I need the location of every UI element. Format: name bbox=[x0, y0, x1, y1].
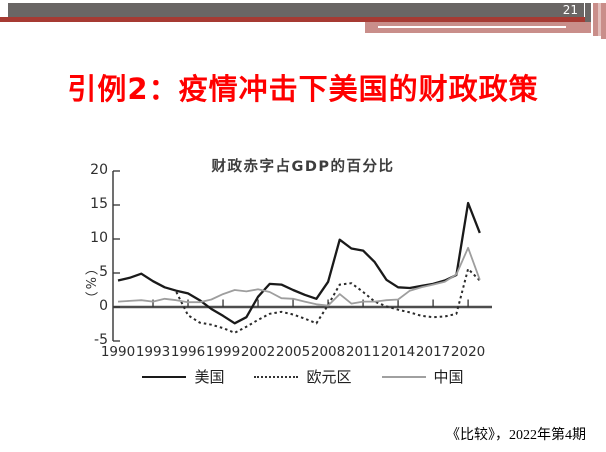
y-tick-label: 15 bbox=[90, 196, 108, 212]
x-tick-label: 1996 bbox=[170, 344, 206, 360]
legend-label: 欧元区 bbox=[306, 368, 352, 386]
x-tick-label: 1990 bbox=[100, 344, 136, 360]
series-line-美国 bbox=[117, 201, 481, 325]
y-tick-label: 10 bbox=[90, 230, 108, 246]
legend-label: 中国 bbox=[433, 368, 464, 386]
header-stripe bbox=[591, 3, 593, 33]
legend-item: 欧元区 bbox=[254, 366, 352, 387]
x-tick-label: 1999 bbox=[205, 344, 241, 360]
x-tick-label: 2020 bbox=[450, 344, 486, 360]
legend-marker bbox=[142, 375, 187, 378]
y-tick-label: 20 bbox=[90, 162, 108, 178]
legend-label: 美国 bbox=[194, 368, 225, 386]
x-tick-label: 2005 bbox=[275, 344, 311, 360]
header-accent-rule bbox=[0, 17, 606, 22]
header-stripe bbox=[585, 3, 591, 22]
page-number: 21 bbox=[562, 3, 578, 17]
header-stripe bbox=[601, 3, 606, 39]
x-tick-label: 2011 bbox=[345, 344, 381, 360]
legend-item: 美国 bbox=[142, 366, 224, 387]
header-pink-white-line bbox=[378, 26, 566, 28]
header-bar bbox=[8, 3, 584, 17]
y-tick-label: -5 bbox=[94, 332, 108, 348]
y-axis-unit-label: （%） bbox=[82, 262, 97, 307]
legend-item: 中国 bbox=[381, 366, 464, 387]
header-stripe bbox=[598, 3, 601, 36]
y-tick-label: 0 bbox=[99, 298, 108, 314]
x-tick-label: 2002 bbox=[240, 344, 276, 360]
legend-marker bbox=[381, 375, 426, 378]
chart-title: 财政赤字占GDP的百分比 bbox=[211, 159, 395, 175]
series-line-中国 bbox=[117, 246, 481, 307]
legend-marker bbox=[254, 375, 299, 378]
x-tick-label: 2008 bbox=[310, 344, 346, 360]
slide-title: 引例2：疫情冲击下美国的财政政策 bbox=[67, 72, 539, 106]
chart-legend: 美国 欧元区 中国 bbox=[0, 366, 606, 387]
x-tick-label: 2017 bbox=[415, 344, 451, 360]
series-line-欧元区 bbox=[175, 267, 481, 334]
x-tick-label: 1993 bbox=[135, 344, 171, 360]
header-stripe bbox=[593, 3, 598, 36]
source-citation: 《比较》，2022年第4期 bbox=[446, 428, 586, 443]
y-tick-label: 5 bbox=[99, 264, 108, 280]
x-tick-label: 2014 bbox=[380, 344, 416, 360]
